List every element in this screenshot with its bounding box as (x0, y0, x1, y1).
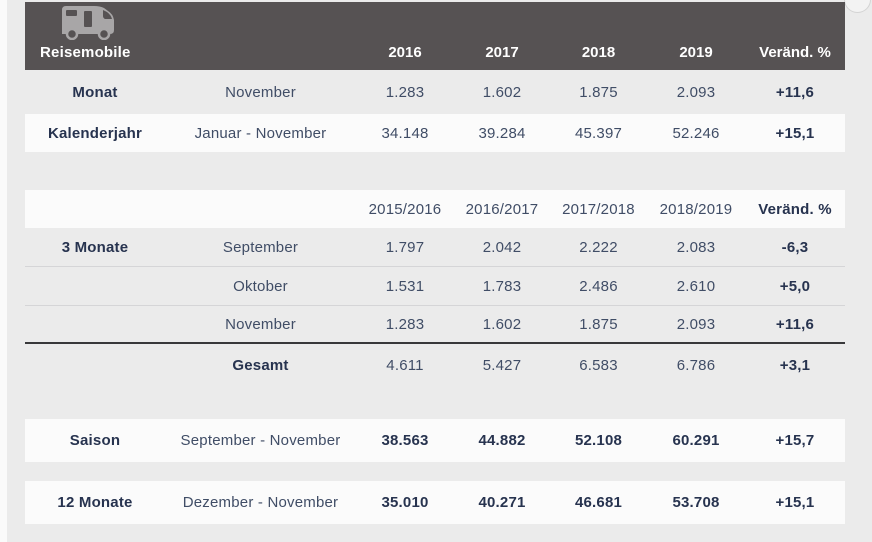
reisemobile-statistics-table: Reisemobile 2016 2017 2018 2019 Veränd. … (25, 2, 845, 524)
value-cell: 6.583 (579, 356, 618, 374)
column-header-2019: 2019 (679, 44, 713, 61)
value-cell: 45.397 (574, 124, 623, 142)
period-cell: Dezember - November (182, 494, 339, 511)
row-label: Saison (69, 432, 121, 449)
value-cell: 1.531 (385, 277, 425, 295)
table-row-oktober: Oktober 1.531 1.783 2.486 2.610 +5,0 (25, 267, 845, 306)
change-cell: +3,1 (779, 356, 811, 374)
value-cell: 2.093 (676, 315, 716, 333)
season-header-row: 2015/2016 2016/2017 2017/2018 2018/2019 … (25, 190, 845, 228)
motorhome-icon (40, 2, 116, 40)
column-header-change: Veränd. % (759, 44, 831, 61)
value-cell: 39.284 (478, 124, 526, 142)
period-cell: Gesamt (232, 356, 289, 374)
change-cell: +15,7 (775, 432, 815, 449)
table-row-12-monate: 12 Monate Dezember - November 35.010 40.… (25, 481, 845, 524)
value-cell: 34.148 (381, 124, 429, 142)
value-cell: 5.427 (482, 356, 522, 374)
value-cell: 46.681 (574, 494, 623, 511)
column-header-2016: 2016 (388, 44, 422, 61)
period-cell: September (222, 238, 299, 256)
section-spacer (25, 462, 845, 481)
column-header-2017: 2017 (485, 44, 519, 61)
change-cell: +5,0 (779, 277, 811, 295)
section-spacer (25, 386, 845, 419)
table-title: Reisemobile (40, 44, 131, 61)
table-header: Reisemobile 2016 2017 2018 2019 Veränd. … (25, 2, 845, 70)
scroll-top-button[interactable] (844, 0, 871, 13)
value-cell: 52.246 (672, 124, 720, 142)
value-cell: 2.610 (676, 277, 716, 295)
value-cell: 4.611 (386, 356, 424, 374)
value-cell: 2.222 (579, 238, 618, 256)
period-cell: November (225, 83, 296, 101)
change-cell: +11,6 (775, 315, 815, 333)
row-label: 12 Monate (57, 494, 133, 511)
row-label: 3 Monate (61, 238, 129, 256)
change-cell: +15,1 (775, 494, 815, 511)
value-cell: 1.797 (385, 238, 425, 256)
value-cell: 2.042 (482, 238, 522, 256)
column-header-2016-2017: 2016/2017 (465, 200, 539, 218)
table-row-monat: Monat November 1.283 1.602 1.875 2.093 +… (25, 70, 845, 114)
value-cell: 2.093 (676, 83, 716, 101)
row-label: Monat (72, 83, 118, 101)
value-cell: 1.602 (482, 315, 522, 333)
left-edge-strip (0, 0, 7, 542)
column-header-2015-2016: 2015/2016 (368, 200, 442, 218)
column-header-change: Veränd. % (758, 200, 832, 218)
value-cell: 52.108 (574, 432, 623, 449)
value-cell: 53.708 (672, 494, 720, 511)
table-row-gesamt: Gesamt 4.611 5.427 6.583 6.786 +3,1 (25, 344, 845, 386)
value-cell: 1.283 (385, 83, 425, 101)
value-cell: 2.083 (676, 238, 716, 256)
value-cell: 38.563 (381, 432, 429, 449)
period-cell: November (225, 315, 296, 333)
change-cell: +15,1 (775, 124, 815, 142)
period-cell: Januar - November (194, 124, 327, 142)
value-cell: 1.783 (482, 277, 522, 295)
value-cell: 44.882 (478, 432, 526, 449)
column-header-2018: 2018 (581, 44, 616, 61)
change-cell: -6,3 (781, 238, 809, 256)
value-cell: 2.486 (579, 277, 618, 295)
value-cell: 1.875 (579, 315, 618, 333)
value-cell: 1.875 (579, 83, 618, 101)
table-row-november: November 1.283 1.602 1.875 2.093 +11,6 (25, 306, 845, 344)
value-cell: 60.291 (672, 432, 720, 449)
table-row-saison: Saison September - November 38.563 44.88… (25, 419, 845, 462)
table-row-kalenderjahr: Kalenderjahr Januar - November 34.148 39… (25, 114, 845, 152)
value-cell: 35.010 (381, 494, 429, 511)
period-cell: Oktober (233, 277, 288, 295)
column-header-2017-2018: 2017/2018 (562, 200, 635, 218)
section-spacer (25, 152, 845, 190)
period-cell: September - November (180, 432, 341, 449)
table-row-september: 3 Monate September 1.797 2.042 2.222 2.0… (25, 228, 845, 267)
value-cell: 1.602 (482, 83, 522, 101)
brand: Reisemobile (25, 2, 131, 61)
value-cell: 1.283 (385, 315, 425, 333)
value-cell: 6.786 (676, 356, 716, 374)
value-cell: 40.271 (478, 494, 526, 511)
column-header-2018-2019: 2018/2019 (659, 200, 733, 218)
change-cell: +11,6 (775, 83, 815, 101)
row-label: Kalenderjahr (47, 124, 143, 142)
